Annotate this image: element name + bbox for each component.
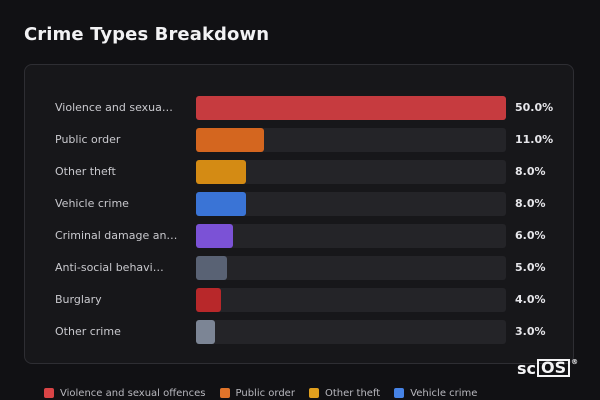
legend-item: Violence and sexual offences [44, 388, 206, 399]
bar [196, 96, 506, 120]
category-label: Burglary [55, 293, 102, 306]
category-label: Other crime [55, 325, 121, 338]
legend-label: Other theft [324, 387, 381, 399]
bar-track [196, 224, 506, 248]
chart-title: Crime Types Breakdown [24, 24, 270, 45]
value-label: 11.0% [515, 133, 554, 146]
value-label: 5.0% [515, 261, 546, 274]
legend-item: Public order [219, 387, 295, 399]
bar [196, 288, 221, 312]
bar-row: Anti-social behavi… 5.0% [25, 256, 573, 280]
legend-swatch [219, 388, 230, 398]
value-label: 4.0% [515, 293, 546, 306]
bar-row: Vehicle crime 8.0% [25, 192, 573, 216]
bar [196, 160, 246, 184]
bar [196, 224, 234, 248]
category-label: Violence and sexua… [55, 101, 173, 114]
category-label: Criminal damage an… [55, 229, 178, 242]
bar-row: Public order 11.0% [25, 128, 573, 152]
bar-track [196, 288, 506, 312]
legend-item: Vehicle crime [394, 388, 477, 399]
brand-logo: sc OS ® [517, 358, 578, 378]
legend-label: Violence and sexual offences [60, 387, 206, 399]
value-label: 8.0% [515, 165, 546, 178]
legend-swatch [44, 388, 54, 398]
brand-registered-mark: ® [571, 358, 579, 366]
bar-row: Other crime 3.0% [25, 320, 573, 344]
legend-item: Other theft [308, 387, 381, 399]
bar [196, 256, 227, 280]
bar-row: Violence and sexua… 50.0% [25, 96, 573, 120]
category-label: Public order [55, 133, 121, 146]
bar-row: Other theft 8.0% [25, 160, 573, 184]
bar [196, 128, 265, 152]
bar-track [196, 128, 506, 152]
bar [196, 192, 246, 216]
bar-row: Burglary 4.0% [25, 288, 573, 312]
bar-row: Criminal damage an… 6.0% [25, 224, 573, 248]
value-label: 3.0% [515, 325, 546, 338]
brand-prefix: sc [517, 358, 537, 378]
category-label: Anti-social behavi… [55, 261, 164, 274]
bar-track [196, 320, 506, 344]
legend-label: Public order [235, 387, 295, 399]
category-label: Vehicle crime [55, 197, 129, 210]
bar-track [196, 96, 506, 120]
legend-swatch [394, 388, 405, 398]
bar-track [196, 256, 506, 280]
legend-swatch [308, 388, 319, 398]
chart-legend: Violence and sexual offences Public order… [44, 386, 477, 400]
value-label: 6.0% [515, 229, 546, 242]
brand-boxed: OS [537, 359, 571, 377]
bar-track [196, 192, 506, 216]
bar-rows: Violence and sexua… 50.0% Public order 11.0… [25, 65, 573, 363]
category-label: Other theft [55, 165, 116, 178]
chart-panel: Violence and sexua… 50.0% Public order 11.0… [24, 64, 574, 364]
value-label: 50.0% [515, 101, 554, 114]
bar [196, 320, 215, 344]
value-label: 8.0% [515, 197, 546, 210]
bar-track [196, 160, 506, 184]
legend-label: Vehicle crime [410, 387, 478, 399]
